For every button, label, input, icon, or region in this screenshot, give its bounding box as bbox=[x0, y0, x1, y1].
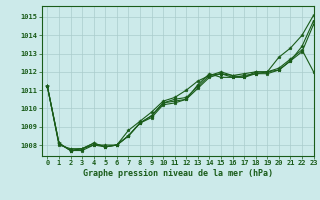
X-axis label: Graphe pression niveau de la mer (hPa): Graphe pression niveau de la mer (hPa) bbox=[83, 169, 273, 178]
